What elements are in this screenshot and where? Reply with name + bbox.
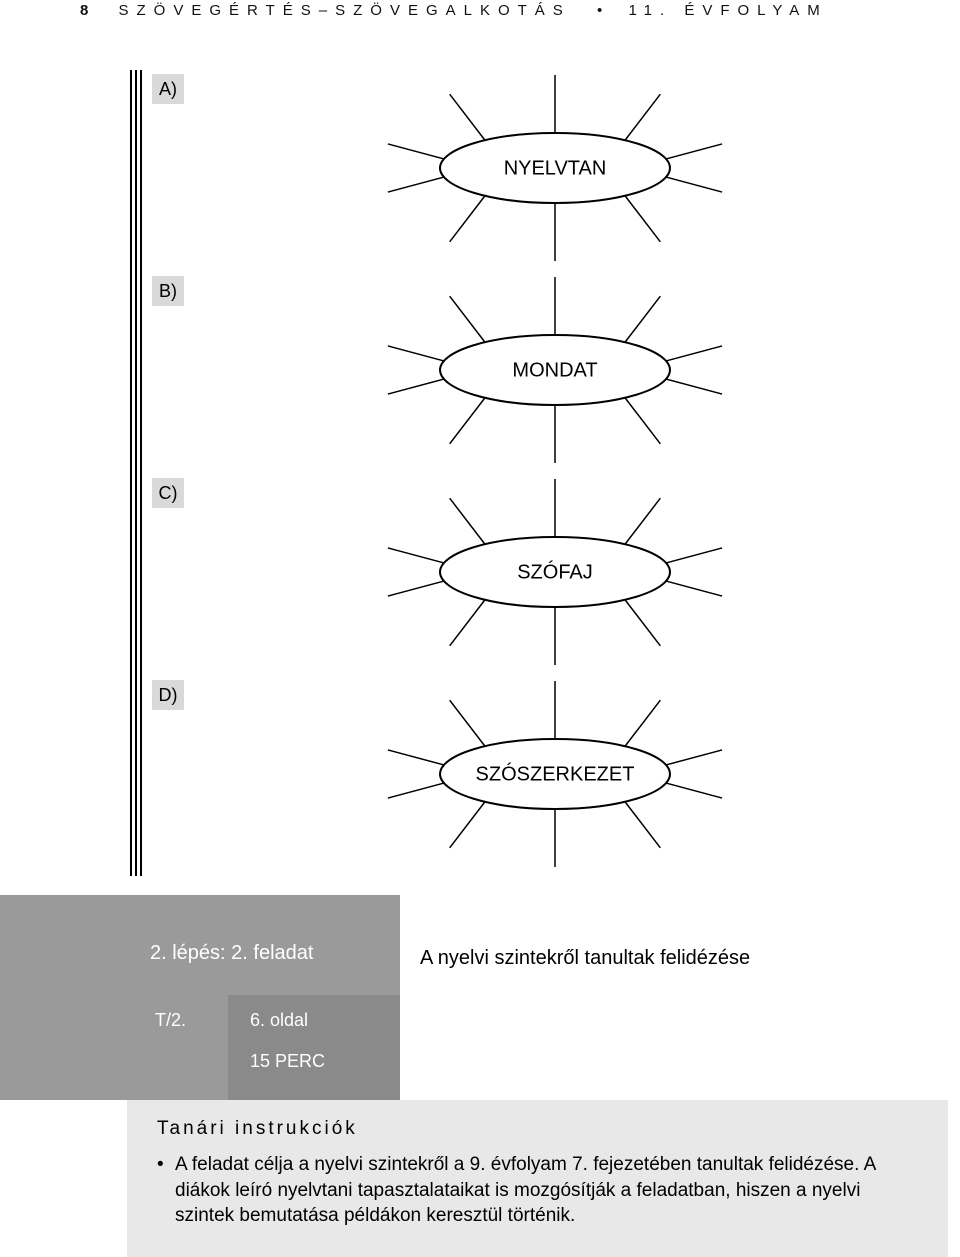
item-label: C) [152, 478, 184, 508]
diagram-ray [388, 783, 444, 798]
diagram-ray [388, 379, 444, 394]
diagram-ray [388, 144, 444, 159]
diagram-ray [450, 296, 485, 342]
step-title: 2. lépés: 2. feladat [150, 942, 313, 965]
instructions-body: A feladat célja a nyelvi szintekről a 9.… [157, 1152, 918, 1229]
diagram-label: SZÓFAJ [517, 560, 593, 583]
diagram-ray [666, 379, 722, 394]
step-oldal: 6. oldal [250, 1010, 308, 1031]
spider-diagram: MONDAT [385, 270, 725, 470]
diagram-label: NYELVTAN [504, 157, 607, 179]
page-number: 8 [80, 2, 88, 19]
item-label: D) [152, 680, 184, 710]
spider-diagram: SZÓFAJ [385, 472, 725, 672]
diagram-ray [625, 700, 660, 746]
spider-diagram: NYELVTAN [385, 68, 725, 268]
diagram-ray [388, 581, 444, 596]
diagram-ray [666, 144, 722, 159]
diagram-ray [388, 750, 444, 765]
diagram-ray [666, 783, 722, 798]
diagram-ray [450, 398, 485, 444]
step-description: A nyelvi szintekről tanultak felidézése [420, 947, 750, 970]
step-box: 2. lépés: 2. feladat T/2. 6. oldal 15 PE… [0, 895, 400, 1100]
page: 8 SZÖVEGÉRTÉS–SZÖVEGALKOTÁS • 11. ÉVFOLY… [0, 0, 960, 1247]
diagram-ray [450, 802, 485, 848]
item-label: A) [152, 74, 184, 104]
diagram-ray [666, 177, 722, 192]
diagram-label: SZÓSZERKEZET [476, 762, 635, 785]
diagram-ray [450, 196, 485, 242]
spider-diagram: SZÓSZERKEZET [385, 674, 725, 874]
page-header: 8 SZÖVEGÉRTÉS–SZÖVEGALKOTÁS • 11. ÉVFOLY… [80, 2, 920, 19]
instructions-title: Tanári instrukciók [157, 1118, 918, 1140]
diagram-ray [666, 346, 722, 361]
instructions-box: Tanári instrukciók A feladat célja a nye… [127, 1100, 948, 1257]
item-label: B) [152, 276, 184, 306]
diagram-ray [388, 548, 444, 563]
diagram-ray [666, 581, 722, 596]
diagram-ray [666, 750, 722, 765]
diagram-ray [450, 94, 485, 140]
header-title-left: SZÖVEGÉRTÉS–SZÖVEGALKOTÁS [119, 2, 571, 19]
header-title-right: 11. ÉVFOLYAM [628, 2, 827, 19]
diagram-ray [450, 498, 485, 544]
diagram-ray [388, 346, 444, 361]
diagram-ray [625, 196, 660, 242]
step-t2: T/2. [155, 1010, 186, 1031]
diagram-ray [625, 802, 660, 848]
diagram-ray [450, 700, 485, 746]
diagram-ray [625, 296, 660, 342]
diagram-ray [625, 94, 660, 140]
diagram-ray [625, 600, 660, 646]
step-inner-box: 6. oldal 15 PERC [228, 995, 400, 1100]
diagram-label: MONDAT [512, 359, 597, 381]
diagram-ray [388, 177, 444, 192]
step-perc: 15 PERC [250, 1051, 325, 1072]
vertical-triple-rule [130, 70, 144, 876]
diagram-ray [450, 600, 485, 646]
diagram-ray [625, 398, 660, 444]
diagram-ray [666, 548, 722, 563]
header-separator: • [597, 2, 602, 19]
diagram-ray [625, 498, 660, 544]
